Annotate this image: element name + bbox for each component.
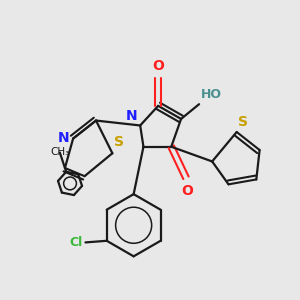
Text: O: O: [152, 59, 164, 73]
Text: HO: HO: [201, 88, 222, 101]
Text: S: S: [114, 135, 124, 149]
Text: S: S: [238, 115, 248, 129]
Text: O: O: [182, 184, 194, 198]
Text: Cl: Cl: [70, 236, 83, 249]
Text: CH₃: CH₃: [50, 148, 69, 158]
Text: N: N: [126, 109, 138, 123]
Text: N: N: [58, 131, 69, 145]
